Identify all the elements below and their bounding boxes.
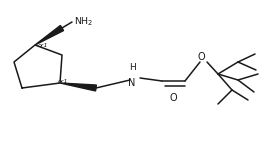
Polygon shape — [60, 83, 96, 91]
Text: NH$_2$: NH$_2$ — [74, 16, 94, 28]
Text: H: H — [129, 63, 135, 72]
Text: or1: or1 — [58, 79, 69, 84]
Text: O: O — [169, 93, 177, 103]
Text: N: N — [128, 78, 136, 88]
Text: O: O — [197, 52, 205, 62]
Polygon shape — [35, 25, 64, 45]
Text: or1: or1 — [38, 43, 48, 48]
